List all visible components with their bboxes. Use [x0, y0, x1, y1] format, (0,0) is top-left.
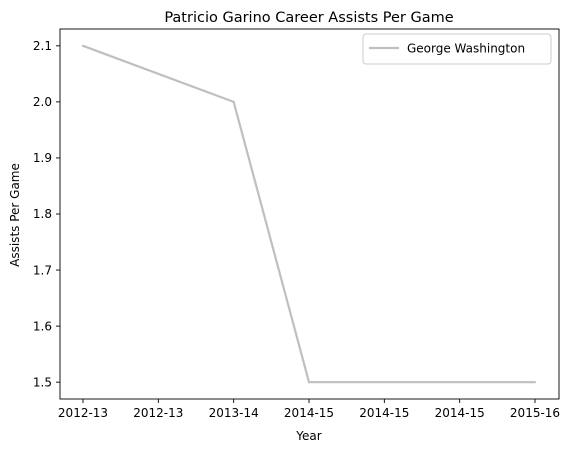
- y-tick-label: 2.1: [33, 39, 52, 53]
- y-tick-label: 2.0: [33, 95, 52, 109]
- legend-frame: [362, 33, 552, 65]
- x-tick-label: 2014-15: [284, 406, 334, 420]
- axes-frame: [59, 28, 560, 400]
- legend-label-george-washington: George Washington: [407, 42, 525, 56]
- y-axis-label: Assists Per Game: [8, 163, 22, 267]
- y-tick-label: 1.6: [33, 319, 52, 333]
- x-tick-label: 2014-15: [359, 406, 409, 420]
- legend: George Washington: [362, 33, 552, 65]
- y-tick-label: 1.8: [33, 207, 52, 221]
- x-tick-label: 2012-13: [133, 406, 183, 420]
- x-tick-label: 2012-13: [58, 406, 108, 420]
- data-point: [81, 44, 85, 47]
- x-tick-label: 2014-15: [435, 406, 485, 420]
- y-tick-label: 1.5: [33, 375, 52, 389]
- x-tick-label: 2013-14: [209, 406, 259, 420]
- plot-area: 2012-13 2012-13 2013-14 2014-15 2014-15 2014-…: [33, 28, 560, 420]
- data-point: [232, 100, 235, 103]
- y-tick-label: 1.9: [33, 151, 52, 165]
- x-axis-label: Year: [295, 429, 321, 443]
- y-tick-label: 1.7: [33, 263, 52, 277]
- x-tick-label: 2015-16: [510, 406, 560, 420]
- data-point: [533, 381, 537, 384]
- series-line: [82, 44, 535, 384]
- data-point: [307, 381, 311, 384]
- chart-title: Patricio Garino Career Assists Per Game: [164, 10, 453, 26]
